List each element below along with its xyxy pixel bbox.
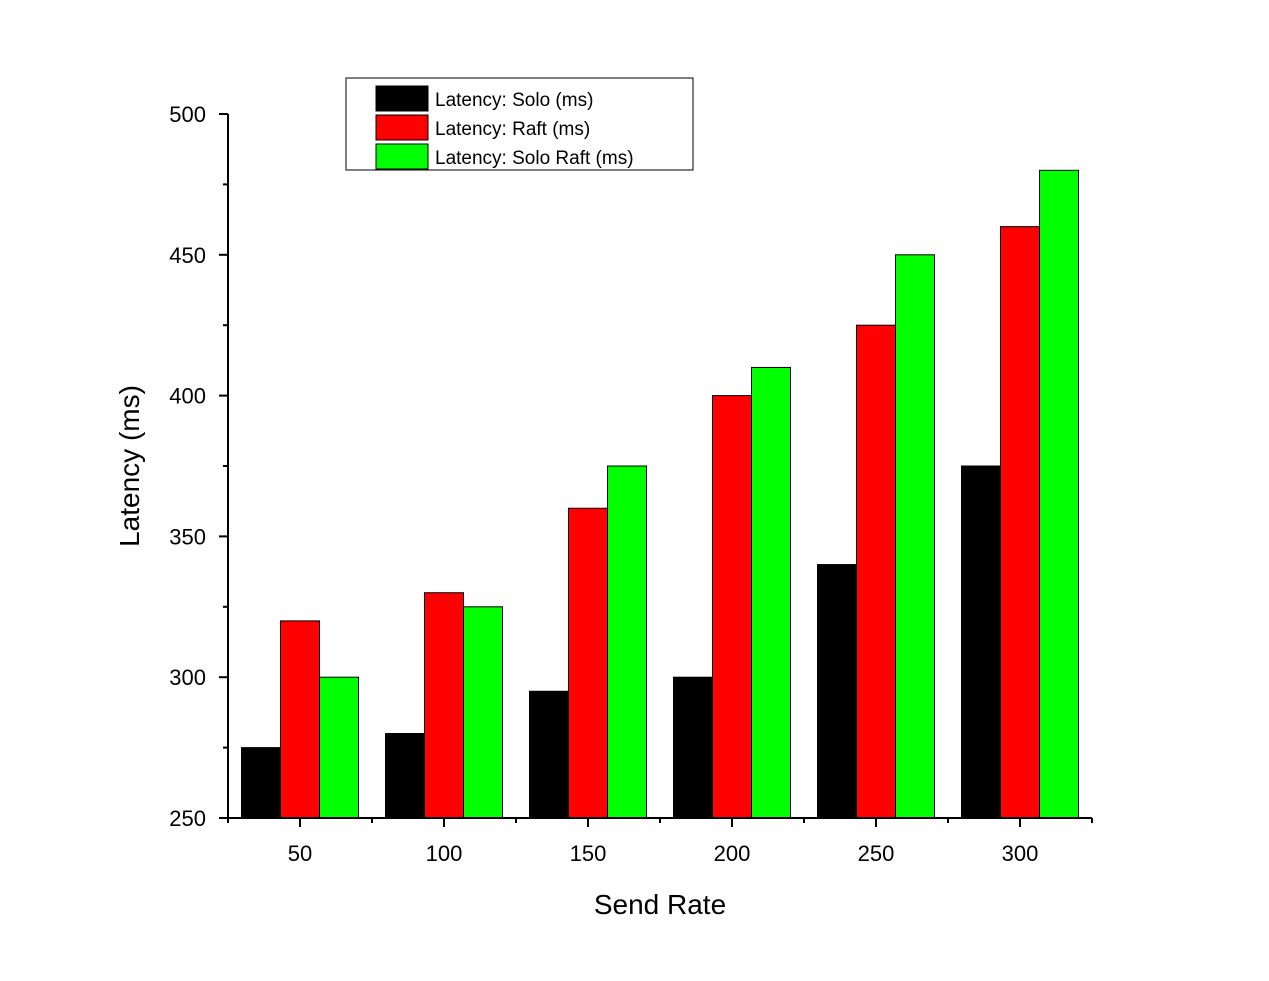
x-tick-label: 200 xyxy=(714,841,751,866)
legend: Latency: Solo (ms) Latency: Raft (ms) Late… xyxy=(345,77,694,171)
bar-latency-raft-ms-100 xyxy=(424,592,464,819)
y-tick-label: 350 xyxy=(169,524,206,549)
bars-group xyxy=(241,169,1079,819)
y-axis-title: Latency (ms) xyxy=(114,385,145,547)
x-tick-label: 300 xyxy=(1002,841,1039,866)
bar-latency-solo-ms-250 xyxy=(817,564,857,819)
y-tick-label: 500 xyxy=(169,102,206,127)
x-tick-label: 150 xyxy=(570,841,607,866)
legend-label: Latency: Solo (ms) xyxy=(435,90,593,111)
bar-latency-solo-raft-ms-300 xyxy=(1039,169,1079,819)
bar-latency-solo-ms-150 xyxy=(529,690,569,819)
x-tick-label: 50 xyxy=(288,841,312,866)
bar-latency-solo-ms-300 xyxy=(961,465,1001,819)
y-tick-label: 300 xyxy=(169,665,206,690)
x-ticks-group: 50 100 150 200 250 300 xyxy=(227,818,1093,866)
bar-latency-solo-ms-50 xyxy=(241,747,281,819)
x-tick-label: 250 xyxy=(858,841,895,866)
y-tick-label: 250 xyxy=(169,806,206,831)
y-ticks-group: 250 300 350 400 450 500 xyxy=(169,102,228,831)
bar-latency-raft-ms-300 xyxy=(1000,226,1040,819)
bar-latency-solo-raft-ms-50 xyxy=(319,676,359,819)
bar-latency-solo-ms-200 xyxy=(673,676,713,819)
y-tick-label: 450 xyxy=(169,243,206,268)
bar-latency-solo-raft-ms-250 xyxy=(895,254,935,819)
bar-latency-raft-ms-200 xyxy=(712,395,752,819)
bar-latency-solo-ms-100 xyxy=(385,733,425,819)
bar-latency-raft-ms-250 xyxy=(856,324,896,819)
x-tick-label: 100 xyxy=(426,841,463,866)
legend-swatch xyxy=(375,114,429,141)
legend-swatch xyxy=(375,143,429,170)
x-axis-title: Send Rate xyxy=(594,889,726,920)
legend-label: Latency: Solo Raft (ms) xyxy=(435,148,634,169)
y-tick-label: 400 xyxy=(169,384,206,409)
legend-label: Latency: Raft (ms) xyxy=(435,119,590,140)
bar-latency-solo-raft-ms-150 xyxy=(607,465,647,819)
legend-swatch xyxy=(375,85,429,112)
bar-latency-solo-raft-ms-100 xyxy=(463,606,503,819)
bar-latency-raft-ms-150 xyxy=(568,507,608,819)
bar-latency-raft-ms-50 xyxy=(280,620,320,819)
bar-latency-solo-raft-ms-200 xyxy=(751,366,791,819)
